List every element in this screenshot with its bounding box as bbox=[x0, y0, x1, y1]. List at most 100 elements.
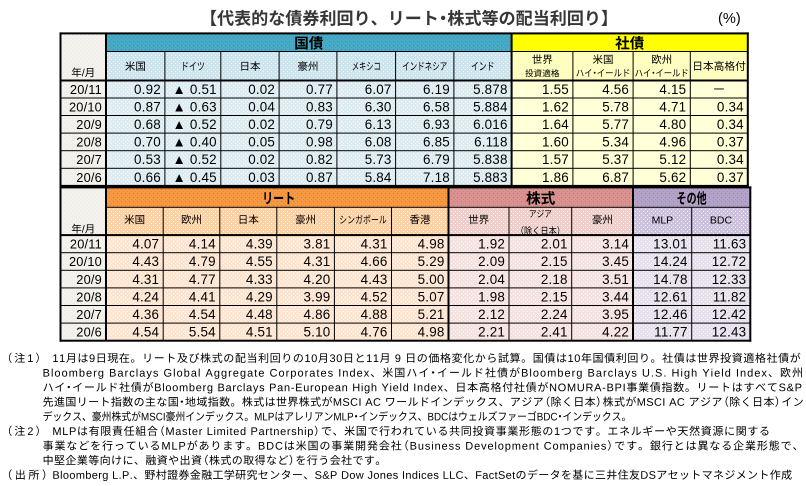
svg-text:4.71: 4.71 bbox=[659, 100, 686, 115]
svg-text:0.83: 0.83 bbox=[306, 100, 333, 115]
svg-text:3.81: 3.81 bbox=[304, 237, 331, 252]
svg-text:12.72: 12.72 bbox=[712, 254, 747, 269]
svg-text:6.87: 6.87 bbox=[602, 170, 629, 185]
svg-text:MLP: MLP bbox=[652, 214, 674, 226]
svg-text:3.45: 3.45 bbox=[602, 254, 629, 269]
svg-text:4.55: 4.55 bbox=[246, 254, 273, 269]
svg-text:20/9: 20/9 bbox=[76, 117, 102, 132]
svg-text:6.07: 6.07 bbox=[365, 82, 392, 97]
svg-text:20/7: 20/7 bbox=[76, 307, 102, 322]
svg-text:11.82: 11.82 bbox=[713, 289, 747, 304]
svg-text:12.46: 12.46 bbox=[653, 307, 688, 322]
svg-text:4.54: 4.54 bbox=[132, 325, 159, 340]
svg-text:4.24: 4.24 bbox=[132, 289, 159, 304]
svg-text:1.62: 1.62 bbox=[542, 100, 569, 115]
svg-text:0.37: 0.37 bbox=[717, 135, 744, 150]
svg-text:▲ 0.52: ▲ 0.52 bbox=[173, 117, 217, 132]
svg-text:6.93: 6.93 bbox=[423, 117, 450, 132]
svg-text:5.34: 5.34 bbox=[602, 135, 629, 150]
svg-text:3.51: 3.51 bbox=[602, 272, 629, 287]
svg-text:0.34: 0.34 bbox=[717, 117, 744, 132]
svg-text:0.92: 0.92 bbox=[134, 82, 161, 97]
svg-text:2.12: 2.12 bbox=[478, 307, 505, 322]
svg-text:2.21: 2.21 bbox=[478, 325, 505, 340]
svg-text:4.51: 4.51 bbox=[246, 325, 273, 340]
svg-text:20/11: 20/11 bbox=[70, 237, 102, 252]
svg-text:0.34: 0.34 bbox=[717, 152, 744, 167]
svg-text:12.42: 12.42 bbox=[712, 307, 747, 322]
svg-text:▲ 0.51: ▲ 0.51 bbox=[173, 82, 217, 97]
svg-text:12.43: 12.43 bbox=[712, 325, 747, 340]
svg-text:7.18: 7.18 bbox=[423, 170, 450, 185]
svg-text:▲ 0.40: ▲ 0.40 bbox=[173, 135, 217, 150]
svg-text:4.98: 4.98 bbox=[418, 325, 445, 340]
svg-text:5.37: 5.37 bbox=[602, 152, 629, 167]
svg-text:12.61: 12.61 bbox=[653, 289, 688, 304]
svg-text:5.12: 5.12 bbox=[659, 152, 686, 167]
svg-text:4.86: 4.86 bbox=[304, 307, 331, 322]
svg-text:5.07: 5.07 bbox=[418, 289, 445, 304]
svg-text:14.24: 14.24 bbox=[653, 254, 688, 269]
svg-text:4.29: 4.29 bbox=[246, 289, 273, 304]
svg-text:6.19: 6.19 bbox=[423, 82, 450, 97]
svg-text:5.77: 5.77 bbox=[602, 117, 629, 132]
svg-text:▲ 0.45: ▲ 0.45 bbox=[173, 170, 217, 185]
svg-text:0.02: 0.02 bbox=[248, 82, 275, 97]
svg-text:0.37: 0.37 bbox=[717, 170, 744, 185]
svg-text:4.79: 4.79 bbox=[189, 254, 216, 269]
svg-text:20/9: 20/9 bbox=[76, 272, 102, 287]
svg-text:0.02: 0.02 bbox=[248, 152, 275, 167]
svg-text:5.21: 5.21 bbox=[418, 307, 445, 322]
svg-text:1.57: 1.57 bbox=[542, 152, 569, 167]
svg-text:6.08: 6.08 bbox=[365, 135, 392, 150]
svg-text:2.15: 2.15 bbox=[541, 289, 568, 304]
svg-text:11.77: 11.77 bbox=[654, 325, 688, 340]
svg-text:0.03: 0.03 bbox=[248, 170, 275, 185]
svg-text:2.04: 2.04 bbox=[478, 272, 505, 287]
svg-text:2.41: 2.41 bbox=[541, 325, 568, 340]
svg-text:5.54: 5.54 bbox=[189, 325, 216, 340]
svg-text:5.878: 5.878 bbox=[473, 82, 508, 97]
svg-text:6.016: 6.016 bbox=[473, 117, 508, 132]
svg-text:4.43: 4.43 bbox=[132, 254, 159, 269]
svg-text:0.34: 0.34 bbox=[717, 100, 744, 115]
svg-text:5.00: 5.00 bbox=[418, 272, 445, 287]
svg-text:3.99: 3.99 bbox=[304, 289, 331, 304]
svg-text:4.98: 4.98 bbox=[418, 237, 445, 252]
svg-text:4.07: 4.07 bbox=[132, 237, 159, 252]
svg-text:0.02: 0.02 bbox=[248, 117, 275, 132]
svg-text:0.53: 0.53 bbox=[134, 152, 161, 167]
svg-text:2.15: 2.15 bbox=[541, 254, 568, 269]
svg-text:2.09: 2.09 bbox=[478, 254, 505, 269]
svg-text:4.96: 4.96 bbox=[659, 135, 686, 150]
svg-text:0.87: 0.87 bbox=[134, 100, 161, 115]
svg-text:2.24: 2.24 bbox=[541, 307, 568, 322]
svg-text:0.77: 0.77 bbox=[306, 82, 333, 97]
svg-text:5.73: 5.73 bbox=[365, 152, 392, 167]
svg-text:14.78: 14.78 bbox=[653, 272, 688, 287]
svg-text:20/7: 20/7 bbox=[76, 152, 102, 167]
svg-text:1.55: 1.55 bbox=[542, 82, 569, 97]
svg-text:4.88: 4.88 bbox=[361, 307, 388, 322]
svg-text:4.48: 4.48 bbox=[246, 307, 273, 322]
svg-text:20/8: 20/8 bbox=[76, 135, 102, 150]
svg-text:0.66: 0.66 bbox=[134, 170, 161, 185]
svg-text:6.79: 6.79 bbox=[423, 152, 450, 167]
svg-text:4.31: 4.31 bbox=[304, 254, 331, 269]
svg-text:12.33: 12.33 bbox=[712, 272, 747, 287]
svg-text:11.63: 11.63 bbox=[713, 237, 747, 252]
svg-text:▲ 0.52: ▲ 0.52 bbox=[173, 152, 217, 167]
svg-text:6.58: 6.58 bbox=[423, 100, 450, 115]
svg-text:(%): (%) bbox=[718, 11, 741, 27]
svg-text:0.70: 0.70 bbox=[134, 135, 161, 150]
svg-text:5.884: 5.884 bbox=[473, 100, 508, 115]
svg-text:2.18: 2.18 bbox=[541, 272, 568, 287]
svg-text:▲ 0.63: ▲ 0.63 bbox=[173, 100, 217, 115]
svg-text:20/11: 20/11 bbox=[70, 82, 102, 97]
svg-text:1.92: 1.92 bbox=[478, 237, 505, 252]
svg-text:4.80: 4.80 bbox=[659, 117, 686, 132]
svg-text:4.77: 4.77 bbox=[189, 272, 216, 287]
svg-text:0.05: 0.05 bbox=[248, 135, 275, 150]
svg-text:4.15: 4.15 bbox=[659, 82, 686, 97]
svg-text:5.29: 5.29 bbox=[418, 254, 445, 269]
